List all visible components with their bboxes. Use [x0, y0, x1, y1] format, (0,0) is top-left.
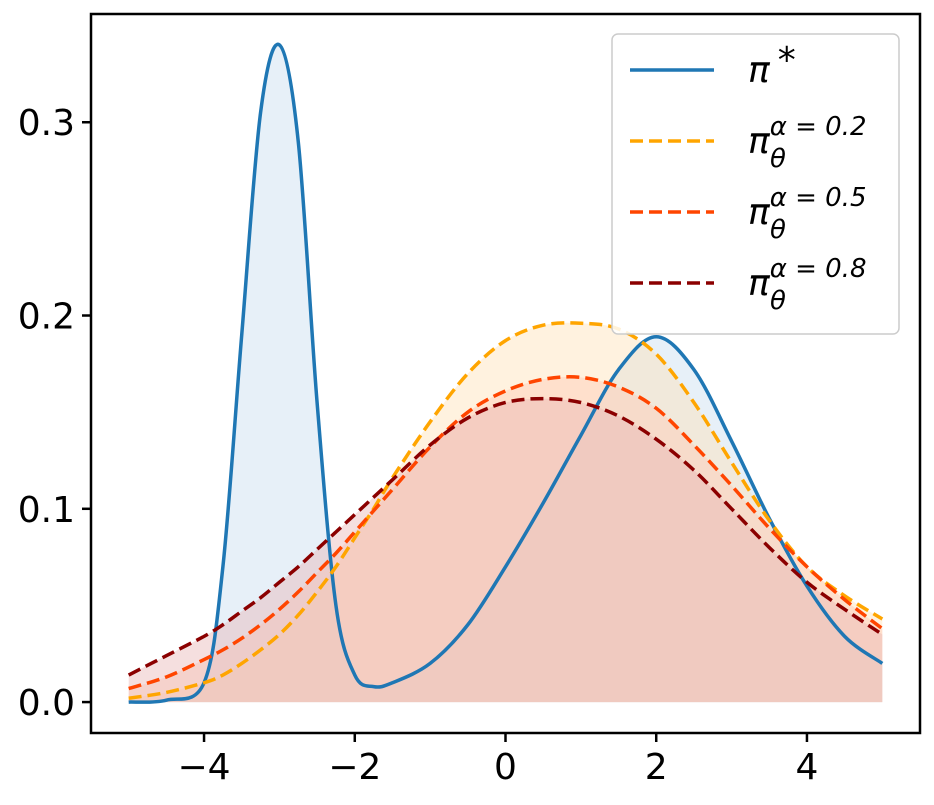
x-tick-label: 0: [494, 747, 517, 788]
x-tick-label: −4: [178, 747, 231, 788]
legend-sub-1: θ: [770, 144, 786, 174]
series-line-2: [128, 375, 884, 691]
x-tick-label: 4: [796, 747, 819, 788]
series-line-1: [128, 321, 884, 700]
legend-box: [611, 33, 900, 335]
x-tick-label: −2: [328, 747, 381, 788]
series-fills: [128, 44, 883, 703]
x-axis: −4 −2 0 2 4: [178, 733, 819, 788]
y-tick-label: 0.3: [18, 103, 75, 144]
y-axis: 0.0 0.1 0.2 0.3: [18, 103, 91, 724]
series-line-0: [128, 42, 884, 704]
legend-label-1: πα = 0.2: [748, 112, 867, 162]
legend-sub-2: θ: [770, 215, 786, 245]
series-lines: [127, 42, 884, 704]
series-line-3: [127, 396, 884, 677]
series-fill-3: [128, 398, 883, 703]
legend-sub-3: θ: [770, 286, 786, 316]
legend-label-0: π *: [748, 40, 796, 91]
y-tick-label: 0.2: [18, 297, 75, 338]
series-fill-0: [128, 44, 883, 703]
y-tick-label: 0.1: [18, 490, 75, 531]
x-tick-label: 2: [645, 747, 668, 788]
legend-label-2: πα = 0.5: [748, 183, 867, 233]
legend-label-3: πα = 0.8: [748, 254, 867, 304]
series-fill-1: [128, 322, 883, 703]
series-fill-2: [128, 376, 883, 703]
y-tick-label: 0.0: [18, 683, 75, 724]
